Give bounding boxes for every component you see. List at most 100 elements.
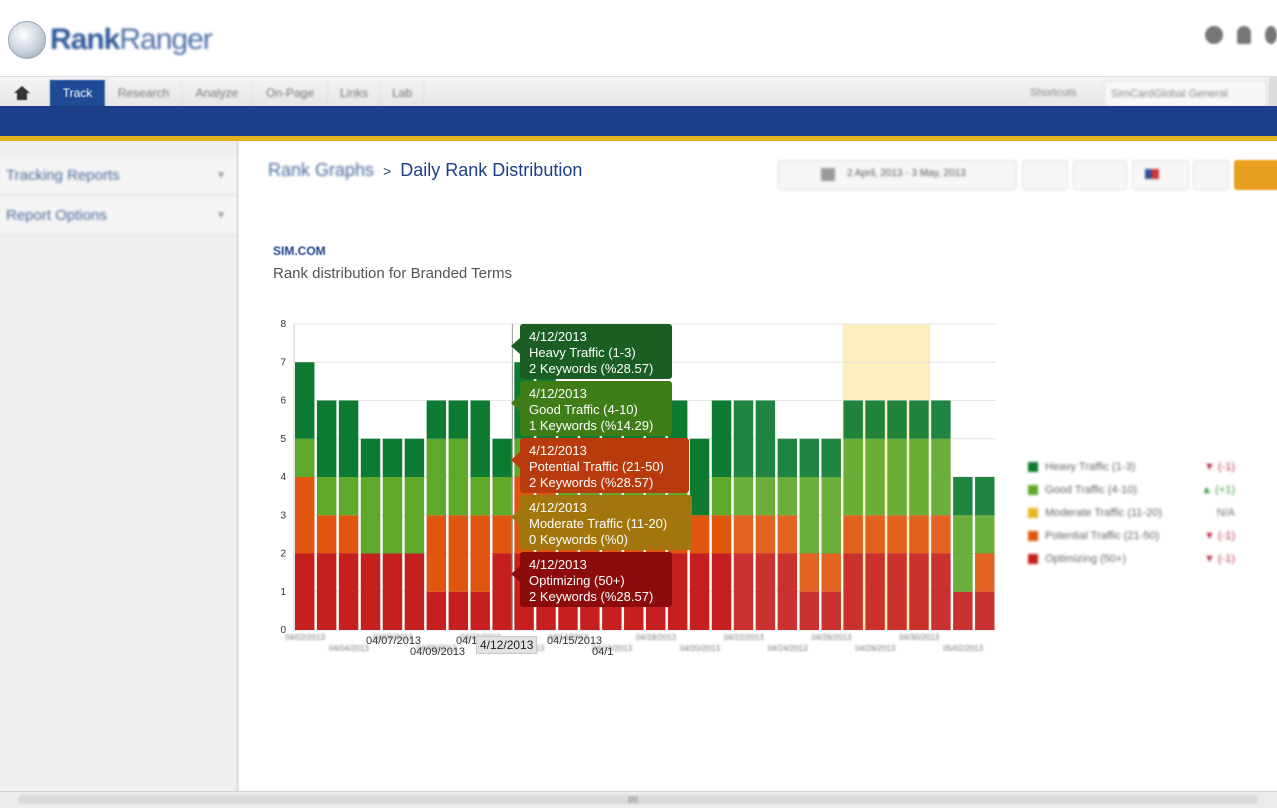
bar-segment (909, 553, 929, 630)
bar-segment (843, 515, 863, 554)
legend-change: ▲ (+1) (1201, 483, 1235, 496)
bar-segment (931, 438, 951, 516)
bar-segment (316, 553, 337, 630)
scrollbar-thumb[interactable] (18, 795, 1258, 804)
help-icon[interactable] (1205, 26, 1223, 44)
bar-segment (689, 553, 710, 630)
breadcrumb-link-rank-graphs[interactable]: Rank Graphs (268, 160, 375, 180)
rankranger-logo[interactable]: RankRanger (8, 20, 213, 60)
bar-segment (426, 438, 447, 516)
bar-segment (777, 438, 798, 477)
page-title: Daily Rank Distribution (400, 160, 583, 180)
legend-change: N/A (1216, 506, 1235, 519)
legend-swatch (1028, 461, 1038, 472)
bar-segment (733, 553, 754, 630)
compare-button[interactable] (1022, 160, 1068, 190)
home-icon[interactable] (12, 83, 32, 103)
bar-segment (448, 591, 468, 630)
country-flag-dropdown[interactable] (1132, 160, 1189, 190)
bar-segment (953, 477, 973, 516)
breadcrumb: Rank Graphs > Daily Rank Distribution (268, 160, 582, 181)
sidebar-item-report-options[interactable]: Report Options ▼ (0, 197, 236, 235)
x-tick-label: 04/14/2013 (548, 633, 589, 642)
user-icon[interactable] (1237, 26, 1251, 44)
header-icons (1205, 26, 1277, 44)
legend-label: Optimizing (50+) (1045, 552, 1127, 565)
bar-segment (492, 515, 512, 554)
legend-swatch (1028, 507, 1038, 518)
bar-segment (492, 477, 512, 516)
y-tick-label: 5 (280, 434, 286, 445)
legend-item-optimizing[interactable]: Optimizing (50+) ▼ (-1) (1028, 547, 1235, 570)
campaign-select[interactable]: SimCardGlobal General (1104, 81, 1267, 107)
tab-track[interactable]: Track (49, 80, 105, 107)
x-tick-label: 04/30/2013 (899, 633, 940, 642)
tab-on-page[interactable]: On-Page (252, 80, 327, 107)
bar-segment (382, 477, 403, 554)
legend-item-potential-traffic[interactable]: Potential Traffic (21-50) ▼ (-1) (1028, 524, 1235, 547)
bar-segment (711, 515, 732, 554)
bar-segment (448, 438, 468, 516)
options-gear-button[interactable] (1234, 160, 1277, 190)
favorite-star-button[interactable] (1193, 160, 1229, 190)
bar-segment (865, 400, 885, 439)
bar-segment (404, 477, 425, 554)
bar-segment (492, 553, 512, 630)
tab-lab[interactable]: Lab (380, 80, 424, 107)
bar-segment (448, 400, 468, 439)
chevron-down-icon: ▼ (216, 210, 226, 221)
tooltip-series: Moderate Traffic (11-20) (529, 516, 668, 531)
legend-swatch (1028, 484, 1038, 495)
x-tick-label: 04/15/2013 (547, 635, 603, 647)
sidebar-item-tracking-reports[interactable]: Tracking Reports ▼ (0, 157, 236, 195)
bar-segment (887, 515, 907, 554)
sidebar: Tracking Reports ▼ Report Options ▼ (0, 141, 239, 791)
tab-links[interactable]: Links (327, 80, 380, 107)
bar-segment (975, 591, 995, 630)
bar-segment (931, 553, 951, 630)
tooltip-optimizing: 4/12/2013 Optimizing (50+) 2 Keywords (%… (511, 552, 672, 607)
bar-segment (733, 400, 754, 477)
bar-segment (316, 515, 337, 554)
bar-segment (909, 515, 929, 554)
bar-segment (382, 438, 403, 477)
chart-subtitle: Rank distribution for Branded Terms (273, 265, 513, 282)
bar-segment (777, 553, 798, 630)
bar-segment (755, 515, 776, 554)
shortcuts-button[interactable]: Shortcuts (1030, 87, 1077, 99)
bar-segment (470, 515, 490, 592)
breadcrumb-separator: > (383, 163, 392, 179)
y-tick-label: 6 (280, 396, 286, 407)
bar-segment (295, 553, 315, 630)
x-tick-label: 04/20/2013 (680, 644, 721, 653)
tooltip-detail: 2 Keywords (%28.57) (529, 475, 654, 490)
x-tick-label: 04/06/2013 (373, 633, 414, 642)
bar-segment (843, 400, 863, 439)
legend-item-moderate-traffic[interactable]: Moderate Traffic (11-20) N/A (1028, 501, 1235, 524)
date-range-picker[interactable]: 2 April, 2013 - 3 May, 2013 (778, 160, 1017, 190)
settings-icon[interactable] (1265, 26, 1277, 44)
tab-analyze[interactable]: Analyze (181, 80, 252, 107)
bar-segment (909, 400, 929, 439)
bar-segment (295, 362, 315, 439)
horizontal-scrollbar[interactable] (0, 791, 1277, 808)
x-tick-label: 04/1 (456, 635, 478, 647)
x-tick-label: 04/22/2013 (724, 633, 765, 642)
legend-change: ▼ (-1) (1203, 460, 1235, 473)
chart-legend: Heavy Traffic (1-3) ▼ (-1) Good Traffic … (1028, 455, 1235, 570)
filter-dropdown[interactable] (1073, 160, 1127, 190)
bar-segment (821, 477, 841, 554)
legend-item-good-traffic[interactable]: Good Traffic (4-10) ▲ (+1) (1028, 478, 1235, 501)
bar-segment (865, 438, 885, 516)
legend-label: Good Traffic (4-10) (1045, 483, 1138, 496)
tooltip-series: Good Traffic (4-10) (529, 402, 638, 417)
legend-swatch (1028, 530, 1038, 541)
bar-segment (821, 438, 841, 477)
bar-segment (975, 477, 995, 516)
legend-item-heavy-traffic[interactable]: Heavy Traffic (1-3) ▼ (-1) (1028, 455, 1235, 478)
tab-research[interactable]: Research (105, 80, 181, 107)
x-tick-label: 04/08/2013 (417, 644, 458, 653)
bar-segment (777, 477, 798, 516)
scrollbar-grip-icon (628, 796, 638, 803)
bar-segment (426, 515, 447, 592)
